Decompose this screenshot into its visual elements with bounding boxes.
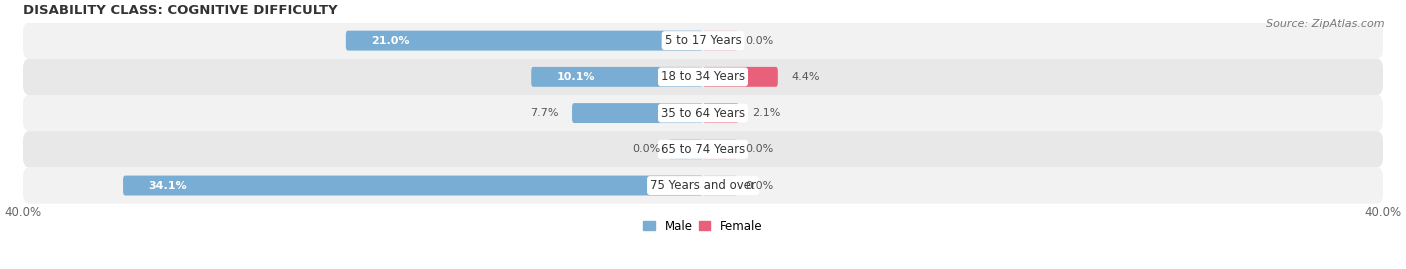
Text: 35 to 64 Years: 35 to 64 Years	[661, 107, 745, 120]
Text: 10.1%: 10.1%	[557, 72, 595, 82]
Text: 18 to 34 Years: 18 to 34 Years	[661, 70, 745, 83]
FancyBboxPatch shape	[572, 103, 703, 123]
Text: 0.0%: 0.0%	[745, 36, 773, 46]
Legend: Male, Female: Male, Female	[638, 215, 768, 238]
Text: 2.1%: 2.1%	[752, 108, 780, 118]
Text: 0.0%: 0.0%	[633, 144, 661, 154]
FancyBboxPatch shape	[124, 176, 703, 196]
FancyBboxPatch shape	[703, 139, 737, 159]
Text: 7.7%: 7.7%	[530, 108, 558, 118]
Text: 21.0%: 21.0%	[371, 36, 411, 46]
FancyBboxPatch shape	[531, 67, 703, 87]
FancyBboxPatch shape	[22, 95, 1384, 131]
FancyBboxPatch shape	[703, 176, 737, 196]
FancyBboxPatch shape	[703, 103, 738, 123]
Text: 4.4%: 4.4%	[792, 72, 820, 82]
Text: 75 Years and over: 75 Years and over	[650, 179, 756, 192]
FancyBboxPatch shape	[703, 31, 737, 51]
Text: 34.1%: 34.1%	[149, 180, 187, 190]
Text: 5 to 17 Years: 5 to 17 Years	[665, 34, 741, 47]
Text: 0.0%: 0.0%	[745, 144, 773, 154]
FancyBboxPatch shape	[703, 67, 778, 87]
FancyBboxPatch shape	[22, 23, 1384, 59]
FancyBboxPatch shape	[22, 59, 1384, 95]
Text: Source: ZipAtlas.com: Source: ZipAtlas.com	[1267, 19, 1385, 29]
FancyBboxPatch shape	[346, 31, 703, 51]
Text: 0.0%: 0.0%	[745, 180, 773, 190]
Text: DISABILITY CLASS: COGNITIVE DIFFICULTY: DISABILITY CLASS: COGNITIVE DIFFICULTY	[22, 4, 337, 17]
Text: 65 to 74 Years: 65 to 74 Years	[661, 143, 745, 156]
FancyBboxPatch shape	[22, 131, 1384, 167]
FancyBboxPatch shape	[669, 139, 703, 159]
FancyBboxPatch shape	[22, 167, 1384, 204]
